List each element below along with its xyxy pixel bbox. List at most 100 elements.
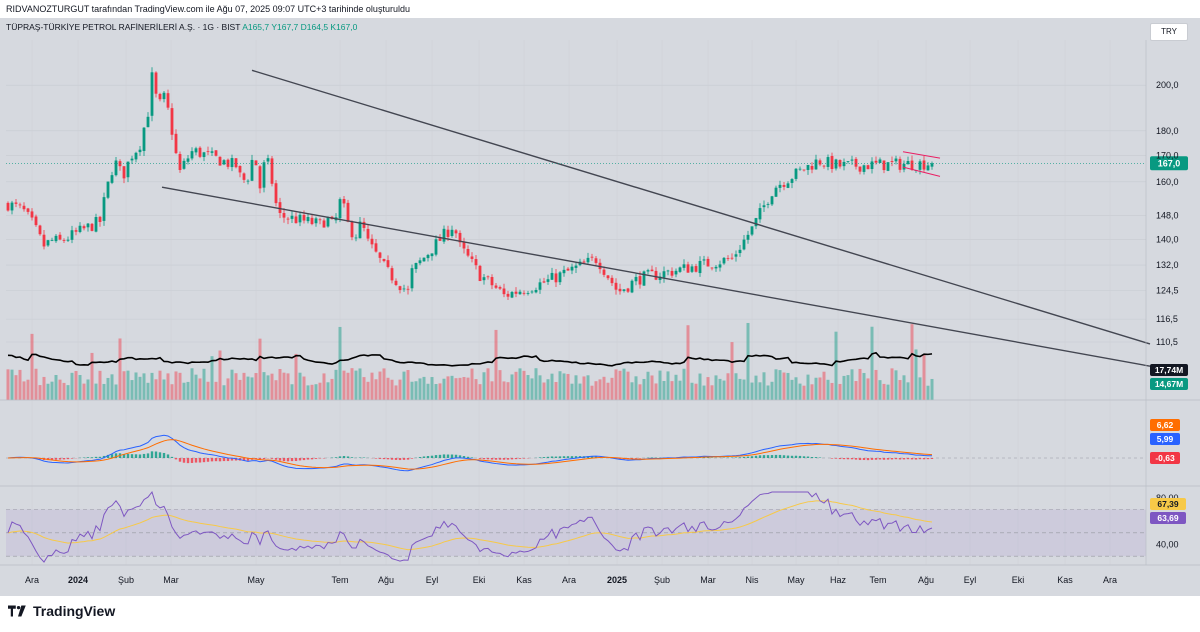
macd-histogram-bar — [302, 458, 306, 461]
volume-bar — [22, 381, 26, 400]
tradingview-logo[interactable]: TradingView — [8, 603, 115, 619]
macd-histogram-bar — [706, 457, 710, 458]
volume-bar — [142, 373, 146, 400]
volume-bar — [910, 324, 914, 400]
macd-histogram-bar — [486, 458, 490, 460]
candle-body — [782, 185, 786, 187]
volume-bar — [842, 375, 846, 400]
candle-body — [794, 168, 798, 179]
macd-histogram-bar — [898, 458, 902, 460]
volume-bar — [330, 378, 334, 400]
macd-histogram-bar — [106, 454, 110, 458]
macd-histogram-bar — [430, 455, 434, 458]
macd-histogram-bar — [478, 458, 482, 459]
macd-histogram-bar — [590, 456, 594, 458]
candle-body — [298, 214, 302, 223]
candle-body — [202, 152, 206, 158]
candle-body — [822, 165, 826, 167]
volume-bar — [818, 377, 822, 400]
macd-histogram-bar — [194, 458, 198, 463]
time-tick-label: Tem — [331, 575, 348, 585]
price-tick-label: 110,5 — [1156, 337, 1178, 347]
candle-body — [350, 221, 354, 238]
candle-body — [766, 204, 770, 205]
volume-bar — [410, 381, 414, 400]
volume-bar — [914, 349, 918, 400]
time-tick-label: Ağu — [378, 575, 394, 585]
candle-body — [610, 277, 614, 284]
macd-histogram-bar — [282, 458, 286, 462]
volume-bar — [318, 382, 322, 400]
volume-bar — [150, 372, 154, 400]
volume-bar — [542, 382, 546, 400]
macd-histogram-bar — [586, 456, 590, 458]
volume-bar — [602, 376, 606, 400]
macd-histogram-bar — [806, 456, 810, 458]
candle-body — [646, 270, 650, 272]
volume-bar — [662, 381, 666, 400]
candle-body — [326, 217, 330, 227]
currency-button[interactable]: TRY — [1150, 23, 1188, 41]
macd-histogram-bar — [738, 457, 742, 458]
time-tick-label: May — [247, 575, 265, 585]
candle-body — [438, 238, 442, 241]
macd-histogram-bar — [130, 454, 134, 458]
macd-histogram-bar — [90, 457, 94, 458]
volume-bar — [86, 379, 90, 400]
macd-histogram-bar — [386, 458, 390, 460]
volume-bar — [502, 381, 506, 400]
last-price-tag — [1150, 156, 1188, 171]
volume-bar — [82, 383, 86, 400]
volume-bar — [458, 377, 462, 400]
macd-histogram-bar — [310, 458, 314, 460]
volume-bar — [394, 385, 398, 400]
macd-histogram-bar — [206, 458, 210, 462]
macd-histogram-bar — [798, 455, 802, 458]
candle-body — [94, 217, 98, 232]
volume-bar — [310, 384, 314, 400]
volume-bar — [798, 383, 802, 400]
price-chart[interactable]: 17,74M 14,67M 167,0 6,62 5,99 -0,63 80,00 40… — [0, 0, 1200, 600]
chart-area[interactable] — [0, 18, 1200, 596]
volume-bar — [746, 322, 750, 400]
candle-body — [850, 159, 854, 161]
volume-bar — [646, 371, 650, 400]
last-price-label: 167,0 — [1158, 158, 1181, 168]
time-tick-label: Ara — [25, 575, 39, 585]
macd-line — [7, 434, 933, 472]
volume-label: 14,67M — [1155, 379, 1183, 389]
candle-body — [470, 256, 474, 259]
candle-body — [874, 160, 878, 163]
macd-histogram-bar — [774, 454, 778, 458]
price-tick-label: 200,0 — [1156, 80, 1179, 90]
candle-body — [170, 108, 174, 135]
volume-bar — [618, 370, 622, 400]
candle-body — [762, 205, 766, 208]
volume-bar — [702, 385, 706, 400]
candle-body — [450, 229, 454, 237]
volume-bar — [726, 373, 730, 400]
candle-body — [726, 258, 730, 259]
macd-histogram-bar — [226, 458, 230, 462]
macd-histogram-bar — [446, 454, 450, 458]
volume-bar — [734, 373, 738, 400]
macd-histogram-bar — [734, 457, 738, 458]
signal-line — [7, 439, 933, 470]
candle-body — [250, 159, 254, 181]
candle-body — [238, 166, 242, 173]
volume-bar — [698, 373, 702, 400]
candle-body — [46, 240, 50, 246]
volume-bar — [562, 373, 566, 400]
volume-bar — [230, 369, 234, 400]
macd-histogram-bar — [554, 456, 558, 458]
macd-histogram-bar — [742, 456, 746, 458]
candle-body — [410, 268, 414, 289]
volume-bar — [854, 381, 858, 400]
macd-histogram-bar — [50, 458, 54, 461]
volume-bar — [178, 372, 182, 400]
axes: 200,0 180,0 170,0 160,0 148,0 140,0 132,0 124,5… — [0, 40, 1200, 585]
rsi-value-label: 63,69 — [1157, 513, 1179, 523]
volume-bar — [382, 368, 386, 400]
candle-body — [354, 237, 358, 239]
volume-bar — [758, 382, 762, 400]
